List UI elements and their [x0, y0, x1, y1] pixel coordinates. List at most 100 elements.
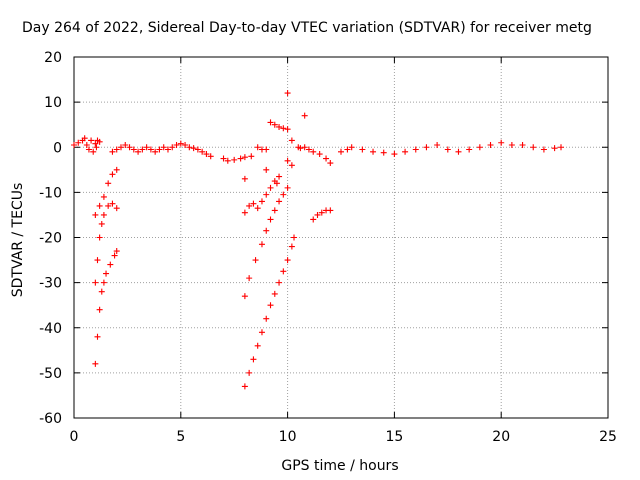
- data-point: [263, 146, 270, 153]
- data-point: [301, 144, 308, 151]
- data-point: [169, 144, 176, 151]
- data-point: [94, 137, 101, 144]
- data-point: [96, 306, 103, 313]
- data-point: [71, 141, 77, 148]
- data-point: [105, 180, 112, 187]
- data-point: [250, 356, 257, 363]
- data-point: [540, 146, 547, 153]
- y-tick-label: 20: [44, 50, 62, 66]
- data-point: [310, 148, 317, 155]
- data-point: [280, 191, 287, 198]
- data-point: [267, 302, 274, 309]
- data-point: [288, 243, 295, 250]
- data-point: [186, 144, 193, 151]
- data-point: [246, 202, 253, 209]
- data-point: [107, 261, 114, 268]
- data-point: [147, 146, 154, 153]
- data-point: [291, 234, 298, 241]
- data-point: [434, 141, 441, 148]
- data-point: [83, 141, 90, 148]
- data-point: [135, 148, 142, 155]
- data-point: [271, 207, 278, 214]
- y-tick-label: -50: [39, 366, 62, 382]
- data-point: [109, 171, 116, 178]
- data-point: [126, 144, 133, 151]
- data-point: [199, 148, 206, 155]
- axis-ticks: [73, 56, 609, 419]
- data-point: [113, 248, 120, 255]
- data-point: [271, 290, 278, 297]
- data-point: [100, 193, 107, 200]
- data-points: [71, 90, 565, 390]
- data-point: [551, 145, 558, 152]
- data-point: [288, 137, 295, 144]
- data-point: [117, 144, 124, 151]
- data-point: [297, 145, 304, 152]
- data-point: [164, 146, 171, 153]
- data-point: [301, 112, 308, 119]
- data-point: [444, 146, 451, 153]
- data-point: [246, 369, 253, 376]
- data-point: [190, 145, 197, 152]
- data-point: [310, 216, 317, 223]
- data-point: [276, 123, 283, 130]
- data-point: [284, 157, 291, 164]
- data-point: [344, 146, 351, 153]
- data-point: [92, 360, 99, 367]
- data-point: [231, 156, 238, 163]
- data-point: [305, 146, 312, 153]
- data-point: [250, 200, 257, 207]
- data-point: [338, 148, 344, 155]
- data-point: [85, 146, 92, 153]
- x-tick-label: 0: [70, 429, 79, 445]
- data-point: [519, 141, 526, 148]
- data-point: [284, 257, 291, 264]
- data-point: [241, 293, 248, 300]
- data-point: [90, 148, 97, 155]
- data-point: [280, 268, 287, 275]
- data-point: [276, 173, 283, 180]
- data-point: [105, 202, 112, 209]
- data-point: [284, 126, 291, 133]
- data-point: [152, 148, 159, 155]
- data-point: [280, 125, 287, 132]
- data-point: [508, 141, 515, 148]
- y-tick-label: -10: [39, 185, 62, 201]
- data-point: [122, 141, 129, 148]
- data-point: [423, 144, 430, 151]
- data-point: [92, 279, 99, 286]
- data-point: [263, 315, 270, 322]
- data-point: [156, 146, 163, 153]
- data-point: [323, 155, 330, 162]
- x-tick-label: 15: [385, 429, 403, 445]
- data-point: [160, 144, 167, 151]
- data-point: [173, 141, 180, 148]
- data-point: [241, 175, 248, 182]
- data-point: [273, 180, 280, 187]
- data-point: [177, 140, 184, 147]
- y-tick-label: -40: [39, 321, 62, 337]
- data-point: [94, 257, 101, 264]
- data-point: [143, 144, 150, 151]
- data-point: [241, 154, 248, 161]
- data-point: [98, 220, 105, 227]
- data-point: [327, 207, 334, 214]
- data-point: [263, 227, 270, 234]
- data-point: [81, 135, 88, 142]
- x-tick-label: 10: [279, 429, 297, 445]
- y-tick-label: -30: [39, 276, 62, 292]
- data-point: [288, 162, 295, 169]
- data-point: [207, 153, 214, 160]
- data-point: [284, 90, 291, 97]
- data-point: [318, 209, 325, 216]
- data-point: [276, 279, 283, 286]
- data-point: [98, 288, 105, 295]
- data-point: [466, 146, 473, 153]
- data-point: [237, 155, 244, 162]
- data-point: [314, 211, 321, 218]
- data-point: [113, 166, 120, 173]
- data-point: [348, 144, 355, 151]
- data-point: [254, 144, 261, 151]
- data-point: [267, 216, 274, 223]
